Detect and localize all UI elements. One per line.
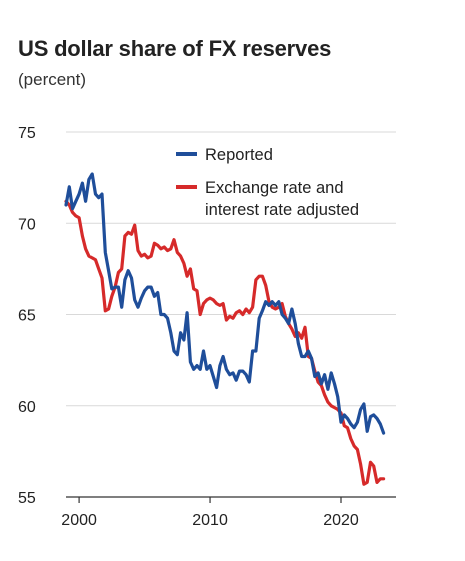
y-axis-ticks: 55 60 65 70 75 [18, 125, 36, 507]
x-tick-label: 2010 [192, 512, 228, 529]
y-tick-label: 55 [18, 490, 36, 507]
y-tick-label: 75 [18, 125, 36, 142]
series-line-reported [64, 172, 386, 435]
chart-subtitle: (percent) [18, 70, 87, 89]
series-line-adjusted [64, 199, 386, 486]
y-tick-label: 70 [18, 216, 36, 233]
legend: Reported Exchange rate and interest rate … [176, 146, 359, 219]
legend-label-reported: Reported [205, 146, 273, 164]
x-tick-label: 2000 [61, 512, 97, 529]
x-tick-label: 2020 [323, 512, 359, 529]
chart-title: US dollar share of FX reserves [18, 36, 332, 61]
legend-label-line: Exchange rate and [205, 179, 344, 197]
legend-label-line: interest rate adjusted [205, 201, 359, 219]
y-tick-label: 65 [18, 308, 36, 325]
y-tick-label: 60 [18, 399, 36, 416]
x-axis-ticks: 2000 2010 2020 [61, 497, 359, 529]
series-lines [64, 172, 386, 486]
legend-label-adjusted: Exchange rate and interest rate adjusted [205, 179, 359, 219]
